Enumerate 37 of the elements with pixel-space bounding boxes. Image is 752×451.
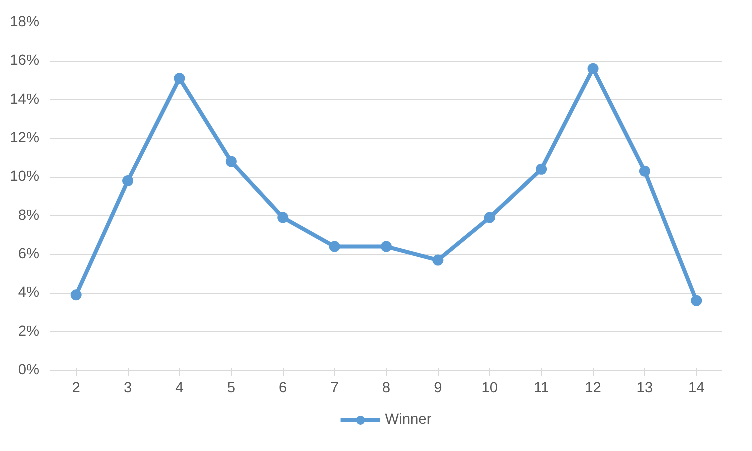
y-tick-label: 2% [18, 324, 40, 340]
y-tick-label: 8% [18, 208, 40, 224]
legend-label: Winner [385, 412, 432, 428]
point [122, 176, 134, 187]
x-tick-label: 4 [176, 380, 184, 396]
point [329, 241, 340, 252]
point [536, 164, 548, 175]
point [174, 73, 186, 84]
y-tick-label: 10% [10, 169, 40, 186]
x-tick-label: 13 [636, 380, 654, 396]
point [70, 290, 82, 301]
x-tick-label: 10 [482, 380, 498, 396]
y-tick-label: 16% [10, 53, 40, 70]
x-tick-label: 14 [688, 380, 705, 396]
x-tick-label: 12 [585, 380, 602, 396]
point [432, 254, 444, 266]
y-tick-label: 6% [18, 246, 40, 262]
point [278, 212, 289, 224]
point [639, 166, 650, 177]
y-tick-label: 4% [18, 285, 40, 302]
x-tick-label: 8 [382, 380, 391, 396]
x-tick-label: 7 [330, 380, 339, 396]
y-tick-label: 0% [18, 362, 40, 378]
point [226, 156, 237, 168]
y-tick-label: 18% [10, 14, 40, 30]
x-tick-label: 11 [534, 380, 550, 396]
x-tick-label: 6 [279, 380, 288, 396]
y-tick-label: 12% [10, 130, 40, 146]
x-tick-label: 3 [124, 380, 132, 396]
point [484, 212, 496, 224]
point [381, 241, 392, 252]
x-tick-label: 2 [72, 380, 80, 396]
point [588, 63, 599, 74]
point [691, 295, 702, 306]
x-tick-label: 9 [434, 380, 442, 396]
x-tick-label: 5 [227, 380, 236, 396]
y-tick-label: 14% [10, 92, 40, 108]
